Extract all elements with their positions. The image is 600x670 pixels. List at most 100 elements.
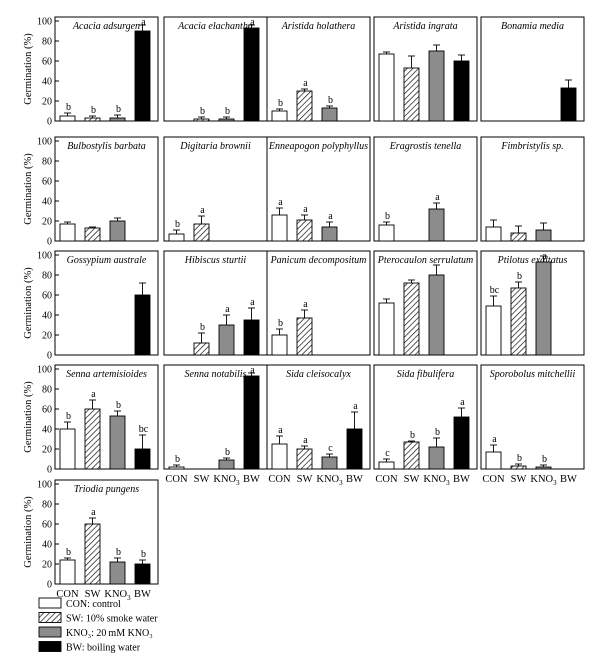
bar-con bbox=[485, 226, 502, 242]
y-tick-label: 0 bbox=[47, 580, 52, 591]
x-tick-label: SW bbox=[404, 474, 420, 485]
legend-label: KNO₃: 20 mM KNO₃ bbox=[66, 628, 153, 639]
y-axis-label: Germination (%) bbox=[23, 496, 34, 568]
significance-letter: a bbox=[492, 434, 497, 445]
significance-letter: b bbox=[225, 106, 230, 117]
bar-sw bbox=[84, 408, 101, 470]
bar-bw bbox=[134, 30, 151, 122]
x-tick-label: CON bbox=[165, 474, 188, 485]
significance-letter: b bbox=[116, 104, 121, 115]
panel: Panicum decompositum b a bbox=[266, 250, 371, 356]
panel: Enneapogon polyphyllus a a a bbox=[266, 136, 371, 242]
x-tick-label: CON bbox=[482, 474, 505, 485]
bar-bw bbox=[453, 416, 470, 470]
panel-frame bbox=[54, 364, 159, 470]
bar-sw bbox=[193, 118, 210, 122]
panel-frame bbox=[480, 16, 585, 122]
panel-frame bbox=[266, 364, 371, 470]
bar-kno3 bbox=[535, 229, 552, 242]
panel: Bonamia media bbox=[480, 16, 585, 122]
significance-letter: b bbox=[200, 322, 205, 333]
x-tick-label: SW bbox=[194, 474, 210, 485]
bar-con bbox=[378, 461, 395, 470]
x-tick-label: SW bbox=[511, 474, 527, 485]
significance-letter: b bbox=[66, 547, 71, 558]
panel-title: Eragrostis tenella bbox=[389, 141, 462, 152]
panel-title: Digitaria brownii bbox=[179, 141, 251, 152]
panel-frame bbox=[480, 136, 585, 242]
significance-letter: a bbox=[460, 397, 465, 408]
significance-letter: a bbox=[278, 197, 283, 208]
panel-title: Acacia elachantha bbox=[177, 21, 253, 32]
x-tick-label: BW bbox=[453, 474, 470, 485]
panel-frame bbox=[266, 136, 371, 242]
significance-letter: b bbox=[175, 219, 180, 230]
x-tick-label: BW bbox=[243, 474, 260, 485]
y-tick-label: 80 bbox=[42, 271, 52, 282]
legend: CON: control SW: 10% smoke water KNO₃: 20 … bbox=[38, 597, 158, 654]
bar-bw bbox=[560, 87, 577, 122]
bar-sw bbox=[84, 523, 101, 585]
bar-con bbox=[271, 443, 288, 470]
panel-title: Ptilotus exaltatus bbox=[497, 255, 568, 266]
panel-title: Sporobolus mitchellii bbox=[490, 369, 576, 380]
significance-letter: a bbox=[303, 435, 308, 446]
y-tick-label: 0 bbox=[47, 465, 52, 476]
bar-sw bbox=[296, 448, 313, 470]
bar-kno3 bbox=[109, 561, 126, 585]
significance-letter: a bbox=[303, 78, 308, 89]
significance-letter: a bbox=[353, 401, 358, 412]
bar-con bbox=[59, 115, 76, 122]
significance-letter: a bbox=[141, 17, 146, 28]
panel: Senna artemisioides 0 20 40 60 80 100Germinati… bbox=[23, 364, 159, 476]
significance-letter: b bbox=[175, 454, 180, 465]
significance-letter: b bbox=[410, 430, 415, 441]
x-tick-label: CON bbox=[56, 589, 79, 600]
significance-letter: b bbox=[517, 453, 522, 464]
y-tick-label: 40 bbox=[42, 77, 52, 88]
bar-kno3 bbox=[321, 456, 338, 470]
panel-title: Fimbristylis sp. bbox=[500, 141, 563, 152]
bar-kno3 bbox=[109, 117, 126, 122]
bar-kno3 bbox=[535, 466, 552, 470]
significance-letter: a bbox=[435, 192, 440, 203]
panel-title: Hibiscus sturtii bbox=[184, 255, 247, 266]
panel-title: Pterocaulon serrulatum bbox=[377, 255, 473, 266]
legend-swatch-sw bbox=[38, 612, 62, 623]
panel-frame bbox=[480, 250, 585, 356]
bar-sw bbox=[84, 227, 101, 242]
panel: Sida cleisocalyx a a c a CON SW KNO3 BW bbox=[266, 364, 371, 487]
y-tick-label: 80 bbox=[42, 385, 52, 396]
bar-sw bbox=[296, 219, 313, 242]
x-tick-label: CON bbox=[268, 474, 291, 485]
bar-con bbox=[59, 428, 76, 470]
bar-con bbox=[485, 305, 502, 356]
legend-swatch-con bbox=[38, 597, 62, 609]
bar-con bbox=[59, 223, 76, 242]
bar-bw bbox=[346, 428, 363, 470]
bar-kno3 bbox=[218, 459, 235, 470]
significance-letter: a bbox=[328, 211, 333, 222]
y-tick-label: 60 bbox=[42, 405, 52, 416]
bar-sw bbox=[193, 223, 210, 242]
significance-letter: b bbox=[116, 547, 121, 558]
significance-letter: b bbox=[435, 427, 440, 438]
bar-con bbox=[59, 559, 76, 585]
y-tick-label: 100 bbox=[37, 17, 52, 28]
bar-con bbox=[168, 233, 185, 242]
y-tick-label: 40 bbox=[42, 311, 52, 322]
significance-letter: a bbox=[303, 299, 308, 310]
significance-letter: a bbox=[225, 304, 230, 315]
y-tick-label: 20 bbox=[42, 97, 52, 108]
significance-letter: b bbox=[141, 549, 146, 560]
bar-con bbox=[378, 224, 395, 242]
x-tick-label: KNO3 bbox=[423, 474, 450, 487]
bar-bw bbox=[243, 375, 260, 470]
y-tick-label: 80 bbox=[42, 500, 52, 511]
y-tick-label: 100 bbox=[37, 480, 52, 491]
bar-sw bbox=[510, 465, 527, 470]
bar-bw bbox=[453, 60, 470, 122]
panel-title: Aristida ingrata bbox=[392, 21, 457, 32]
legend-label: CON: control bbox=[66, 599, 121, 610]
